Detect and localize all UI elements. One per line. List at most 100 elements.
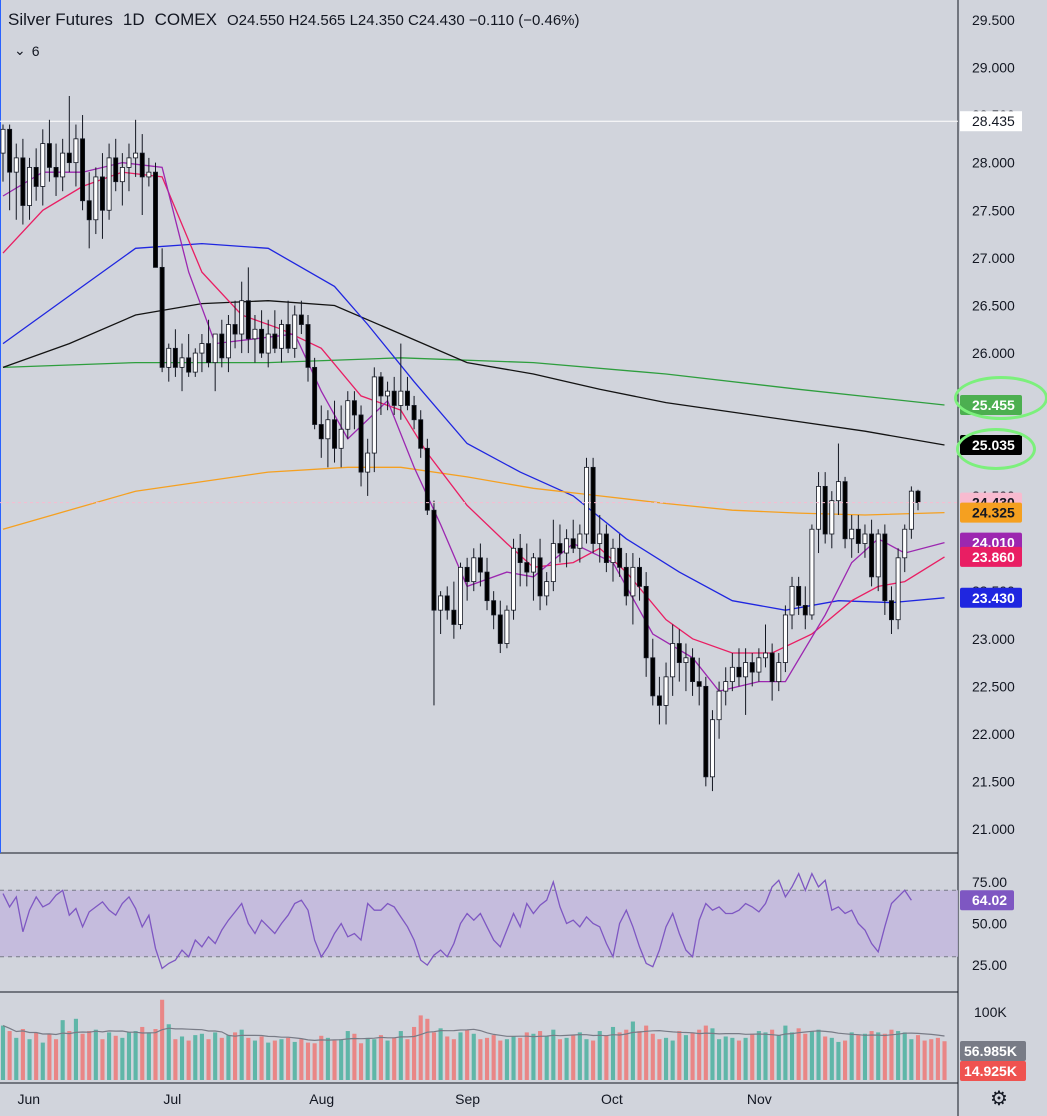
price-tag <box>960 394 1022 415</box>
volume-bar <box>226 1035 231 1080</box>
volume-bar <box>0 1025 6 1080</box>
volume-bar <box>133 1031 138 1080</box>
price-tag-label: 23.860 <box>972 549 1015 565</box>
volume-bar <box>663 1037 669 1080</box>
volume-bar <box>352 1033 357 1080</box>
candle-body <box>670 643 676 678</box>
volume-bar <box>120 1037 125 1080</box>
volume-bar <box>425 1018 430 1080</box>
exchange-label: COMEX <box>154 10 217 29</box>
candle-body <box>252 328 258 340</box>
volume-bar <box>644 1025 649 1080</box>
volume-bar <box>511 1036 516 1080</box>
candle-body <box>524 562 530 573</box>
price-tick-label: 21.500 <box>972 774 1015 790</box>
volume-bar <box>836 1041 841 1080</box>
volume-bar <box>538 1031 543 1080</box>
candle-body <box>106 157 112 211</box>
candle-body <box>66 152 72 164</box>
volume-bar <box>604 1035 609 1080</box>
candle-body <box>265 333 271 354</box>
candle-body <box>245 300 251 340</box>
candle-body <box>53 166 59 178</box>
volume-bar <box>882 1033 887 1080</box>
volume-bar <box>153 1029 158 1080</box>
candle-body <box>683 657 689 663</box>
price-tag-label: 24.325 <box>972 505 1015 521</box>
time-axis-label: Oct <box>601 1091 623 1107</box>
price-tag-label: 25.455 <box>972 397 1015 413</box>
price-tick-label: 27.000 <box>972 250 1015 266</box>
price-tag <box>960 502 1022 523</box>
volume-bar <box>126 1032 132 1080</box>
volume-bar <box>259 1036 264 1080</box>
candle-body <box>584 466 589 535</box>
candle-body <box>570 538 576 549</box>
gear-icon[interactable]: ⚙ <box>990 1088 1008 1110</box>
volume-bar <box>823 1036 828 1080</box>
candle-body <box>312 366 318 425</box>
candle-body <box>179 357 185 368</box>
candle-body <box>212 333 218 364</box>
volume-bar <box>266 1042 271 1080</box>
volume-bar <box>67 1031 72 1080</box>
volume-bar <box>750 1033 755 1080</box>
price-tick-label: 26.500 <box>972 297 1015 313</box>
candle-body <box>325 419 331 440</box>
volume-bar <box>498 1040 503 1080</box>
candle-body <box>391 390 397 406</box>
candle-body <box>789 585 795 616</box>
volume-bar <box>412 1026 417 1080</box>
time-axis-label: Aug <box>309 1091 334 1107</box>
interval-label[interactable]: 1D <box>122 10 145 29</box>
candle-body <box>630 566 636 597</box>
indicators-toggle-button[interactable]: ⌄ 6 <box>14 42 40 59</box>
volume-bar <box>902 1032 907 1080</box>
candle-body <box>458 566 463 625</box>
volume-bar <box>292 1041 297 1080</box>
volume-current-label: 56.985K <box>964 1043 1017 1059</box>
candle-body <box>199 343 205 354</box>
candle-body <box>411 405 417 421</box>
horizontal-line-price-label: 28.435 <box>972 113 1015 129</box>
close-value: C24.430 <box>407 12 465 29</box>
volume-bar <box>418 1015 423 1080</box>
candle-body <box>895 557 901 621</box>
candle-body <box>139 152 145 178</box>
candle-body <box>564 538 570 554</box>
candle-body <box>186 357 192 373</box>
volume-bar <box>305 1042 311 1080</box>
volume-bar <box>398 1031 403 1080</box>
candle-body <box>431 509 437 611</box>
candle-body <box>345 400 351 430</box>
volume-bar <box>862 1033 868 1080</box>
symbol-name[interactable]: Silver Futures <box>8 10 113 29</box>
candle-body <box>623 566 629 597</box>
open-value: O24.550 <box>226 12 285 29</box>
volume-bar <box>703 1025 708 1080</box>
volume-bar <box>756 1031 761 1080</box>
candle-body <box>451 609 457 625</box>
candle-body <box>279 324 284 349</box>
candle-body <box>889 600 894 621</box>
volume-bar <box>345 1031 350 1080</box>
candle-body <box>418 419 424 449</box>
time-axis-label: Jul <box>163 1091 181 1107</box>
candle-body <box>93 176 99 221</box>
volume-bar <box>869 1031 874 1080</box>
candle-body <box>769 652 775 682</box>
volume-bar <box>518 1037 523 1080</box>
candle-body <box>371 376 377 454</box>
price-tick-label: 21.000 <box>972 821 1015 837</box>
candle-body <box>915 490 921 503</box>
moving-average-line <box>2 466 945 530</box>
volume-bar <box>617 1032 622 1080</box>
moving-average-line <box>2 171 945 654</box>
candle-body <box>385 390 391 397</box>
candle-body <box>219 333 225 359</box>
volume-bar <box>160 999 165 1080</box>
volume-bar <box>776 1035 781 1080</box>
volume-bar <box>677 1031 682 1080</box>
